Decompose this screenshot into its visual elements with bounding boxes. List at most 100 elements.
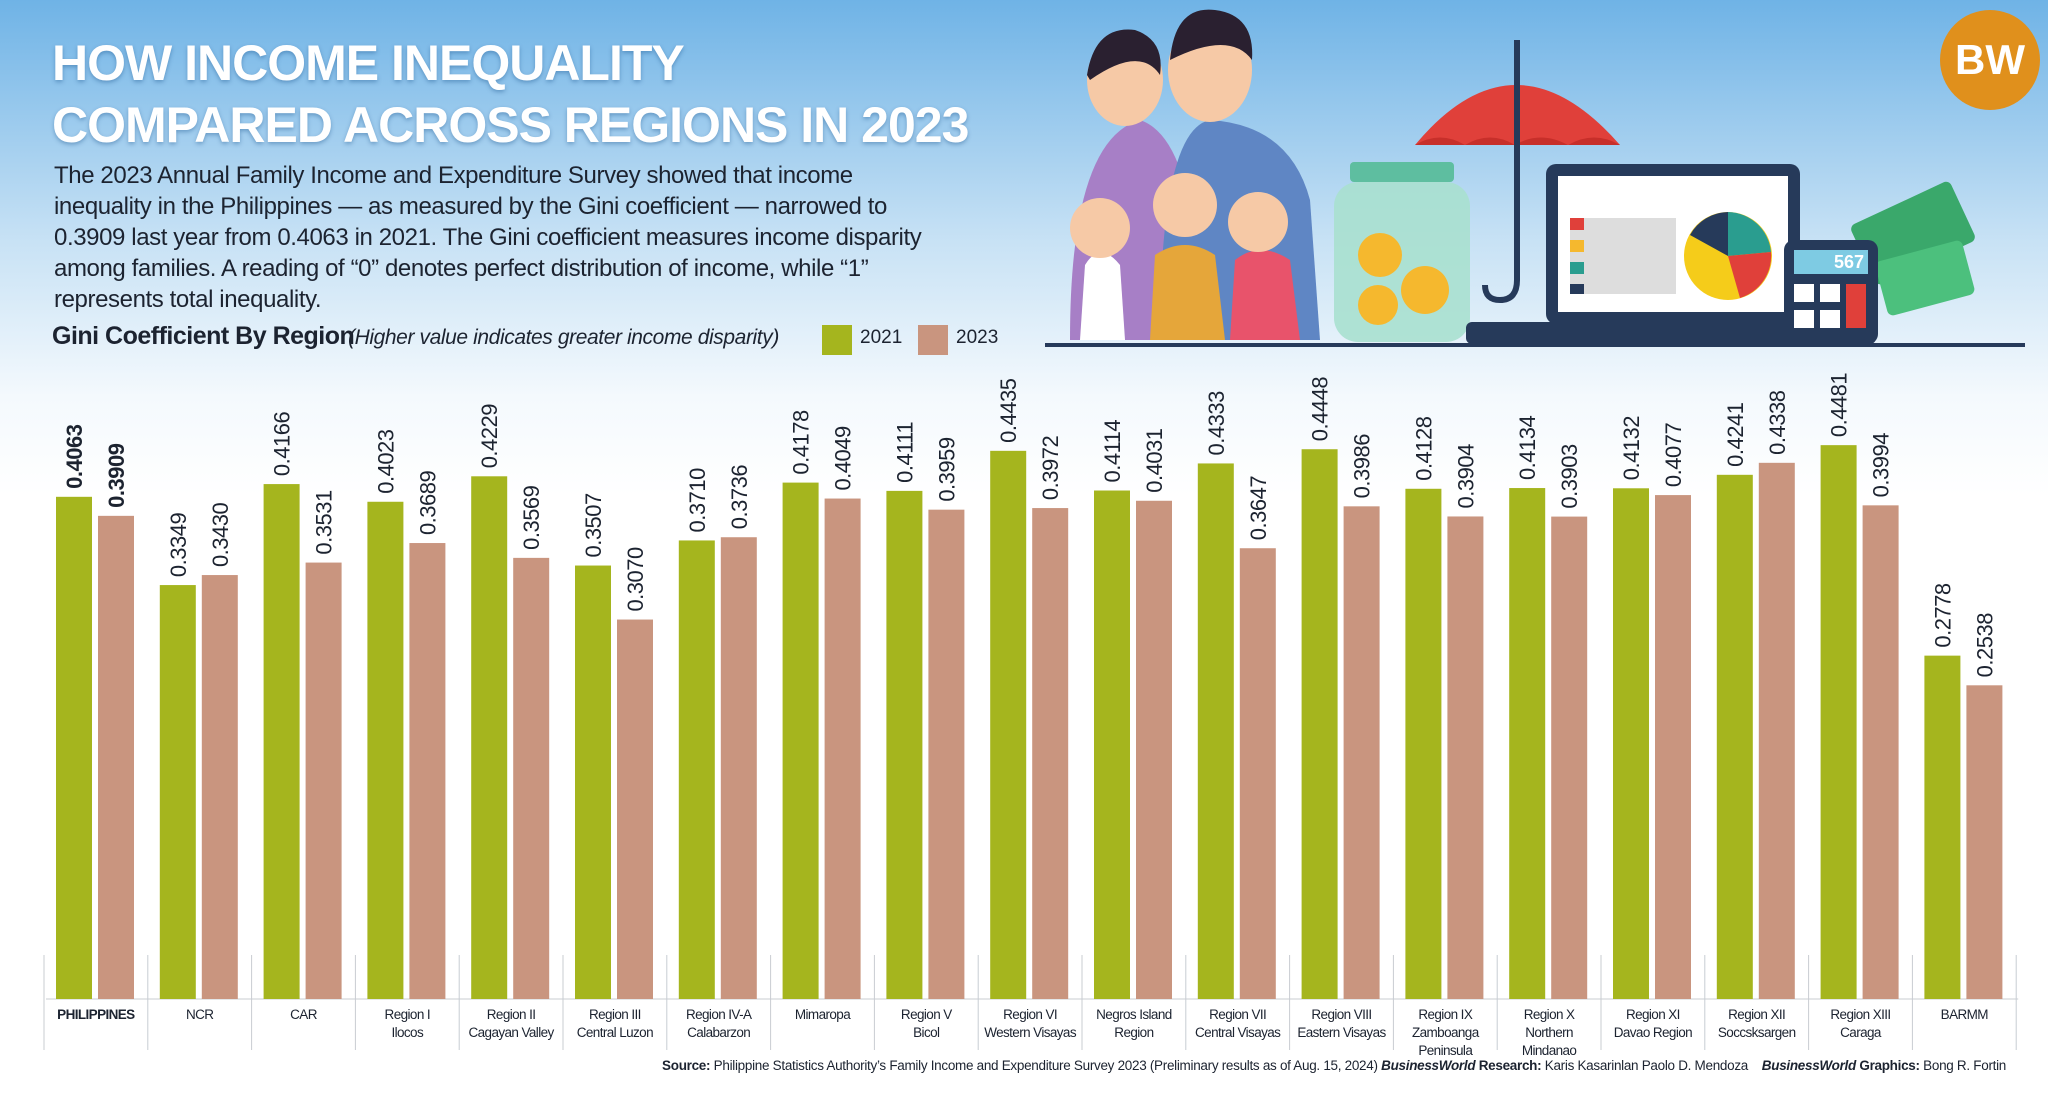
research: Karis Kasarinlan Paolo D. Mendoza — [1544, 1058, 1749, 1073]
x-tick-label: Negros Island Region — [1096, 1007, 1172, 1040]
value-label: 0.4435 — [996, 378, 1021, 443]
value-label: 0.2778 — [1930, 583, 1955, 648]
value-label: 0.2538 — [1972, 613, 1997, 678]
bar — [678, 540, 715, 999]
x-tick-label: Region VII Central Visayas — [1195, 1007, 1281, 1040]
x-tick-label: Region V Bicol — [900, 1007, 952, 1040]
bar — [1862, 505, 1899, 999]
bar — [56, 496, 92, 999]
footer: Source: Philippine Statistics Authority’… — [662, 1058, 2006, 1073]
bar — [1136, 500, 1172, 999]
bar — [1758, 462, 1795, 999]
bar — [201, 575, 238, 999]
bar — [513, 557, 550, 999]
value-label: 0.3531 — [312, 490, 337, 555]
legend-swatch — [822, 325, 852, 355]
source: Philippine Statistics Authority’s Family… — [713, 1058, 1378, 1073]
legend-label: 2023 — [956, 327, 999, 348]
bar — [990, 450, 1027, 1000]
bar — [1966, 685, 2003, 999]
bar — [409, 543, 446, 999]
value-label: 0.3569 — [519, 485, 544, 550]
x-tick-label: Mimaropa — [794, 1007, 851, 1022]
bar — [1301, 449, 1338, 1000]
x-tick-label: Region VIII Eastern Visayas — [1297, 1007, 1386, 1040]
bar — [1032, 508, 1069, 999]
source-label: Source: — [662, 1058, 711, 1073]
value-label: 0.4114 — [1100, 420, 1125, 483]
bar — [575, 565, 611, 999]
value-label: 0.4178 — [789, 410, 814, 475]
x-tick-label: Region XIII Caraga — [1830, 1007, 1891, 1040]
x-tick-label: PHILIPPINES — [57, 1007, 135, 1022]
legend-swatch — [918, 325, 948, 355]
bar — [617, 619, 653, 999]
x-tick-label: BARMM — [1940, 1007, 1989, 1022]
x-tick-label: Region III Central Luzon — [576, 1007, 654, 1040]
bar — [1239, 548, 1276, 999]
graphics-label: Graphics: — [1859, 1058, 1920, 1073]
x-tick-label: Region X Northern Mindanao — [1521, 1007, 1577, 1058]
value-label: 0.4063 — [62, 424, 87, 489]
value-label: 0.4031 — [1142, 428, 1167, 493]
value-label: 0.3430 — [208, 502, 233, 567]
value-label: 0.3986 — [1350, 434, 1375, 499]
value-label: 0.3903 — [1557, 444, 1582, 509]
value-label: 0.3959 — [934, 437, 959, 502]
description: The 2023 Annual Family Income and Expend… — [54, 162, 922, 313]
x-tick-label: CAR — [290, 1007, 317, 1022]
bar — [720, 537, 757, 999]
bar — [1405, 488, 1442, 999]
value-label: 0.4338 — [1765, 390, 1790, 455]
bar — [824, 498, 861, 999]
calculator-display: 567 — [1834, 252, 1864, 272]
bar — [263, 484, 300, 999]
value-label: 0.3909 — [104, 443, 129, 508]
brand: BusinessWorld — [1761, 1058, 1856, 1073]
value-label: 0.4128 — [1411, 416, 1436, 481]
value-label: 0.3349 — [166, 513, 191, 578]
value-label: 0.4481 — [1827, 373, 1852, 438]
value-label: 0.4111 — [892, 422, 917, 483]
value-label: 0.4333 — [1204, 391, 1229, 456]
bar — [1509, 488, 1546, 999]
bar — [928, 509, 965, 999]
value-label: 0.3507 — [581, 493, 606, 558]
x-tick-label: Region IV-A Calabarzon — [685, 1007, 752, 1040]
logo: BW — [1955, 36, 2025, 83]
value-label: 0.4229 — [477, 404, 502, 469]
value-label: 0.4023 — [373, 429, 398, 494]
bar — [1820, 445, 1857, 999]
value-label: 0.4049 — [831, 426, 856, 491]
brand: BusinessWorld — [1381, 1058, 1476, 1073]
value-label: 0.4134 — [1515, 415, 1540, 480]
bar — [1094, 490, 1130, 999]
value-label: 0.3972 — [1038, 436, 1063, 501]
x-tick-label: NCR — [185, 1007, 214, 1022]
value-label: 0.3904 — [1453, 444, 1478, 509]
bar — [159, 585, 196, 999]
bar — [1613, 488, 1649, 999]
bar — [782, 482, 819, 999]
bar — [1551, 516, 1588, 999]
bar — [1343, 506, 1380, 999]
bar — [98, 515, 134, 999]
value-label: 0.4166 — [270, 412, 295, 477]
value-label: 0.4241 — [1723, 402, 1748, 467]
x-tick-label: Region XI Davao Region — [1613, 1007, 1693, 1040]
bar — [1447, 516, 1484, 999]
bar — [886, 490, 923, 999]
x-tick-label: Region VI Western Visayas — [984, 1007, 1076, 1040]
x-tick-label: Region IX Zamboanga Peninsula — [1411, 1007, 1479, 1058]
chart-subtitle: (Higher value indicates greater income d… — [348, 326, 779, 349]
value-label: 0.3710 — [685, 468, 710, 533]
bar — [305, 562, 342, 999]
bar — [1716, 474, 1753, 1000]
bar — [1655, 495, 1691, 999]
value-label: 0.3070 — [623, 547, 648, 612]
value-label: 0.4077 — [1661, 423, 1686, 488]
graphics: Bong R. Fortin — [1923, 1058, 2006, 1073]
